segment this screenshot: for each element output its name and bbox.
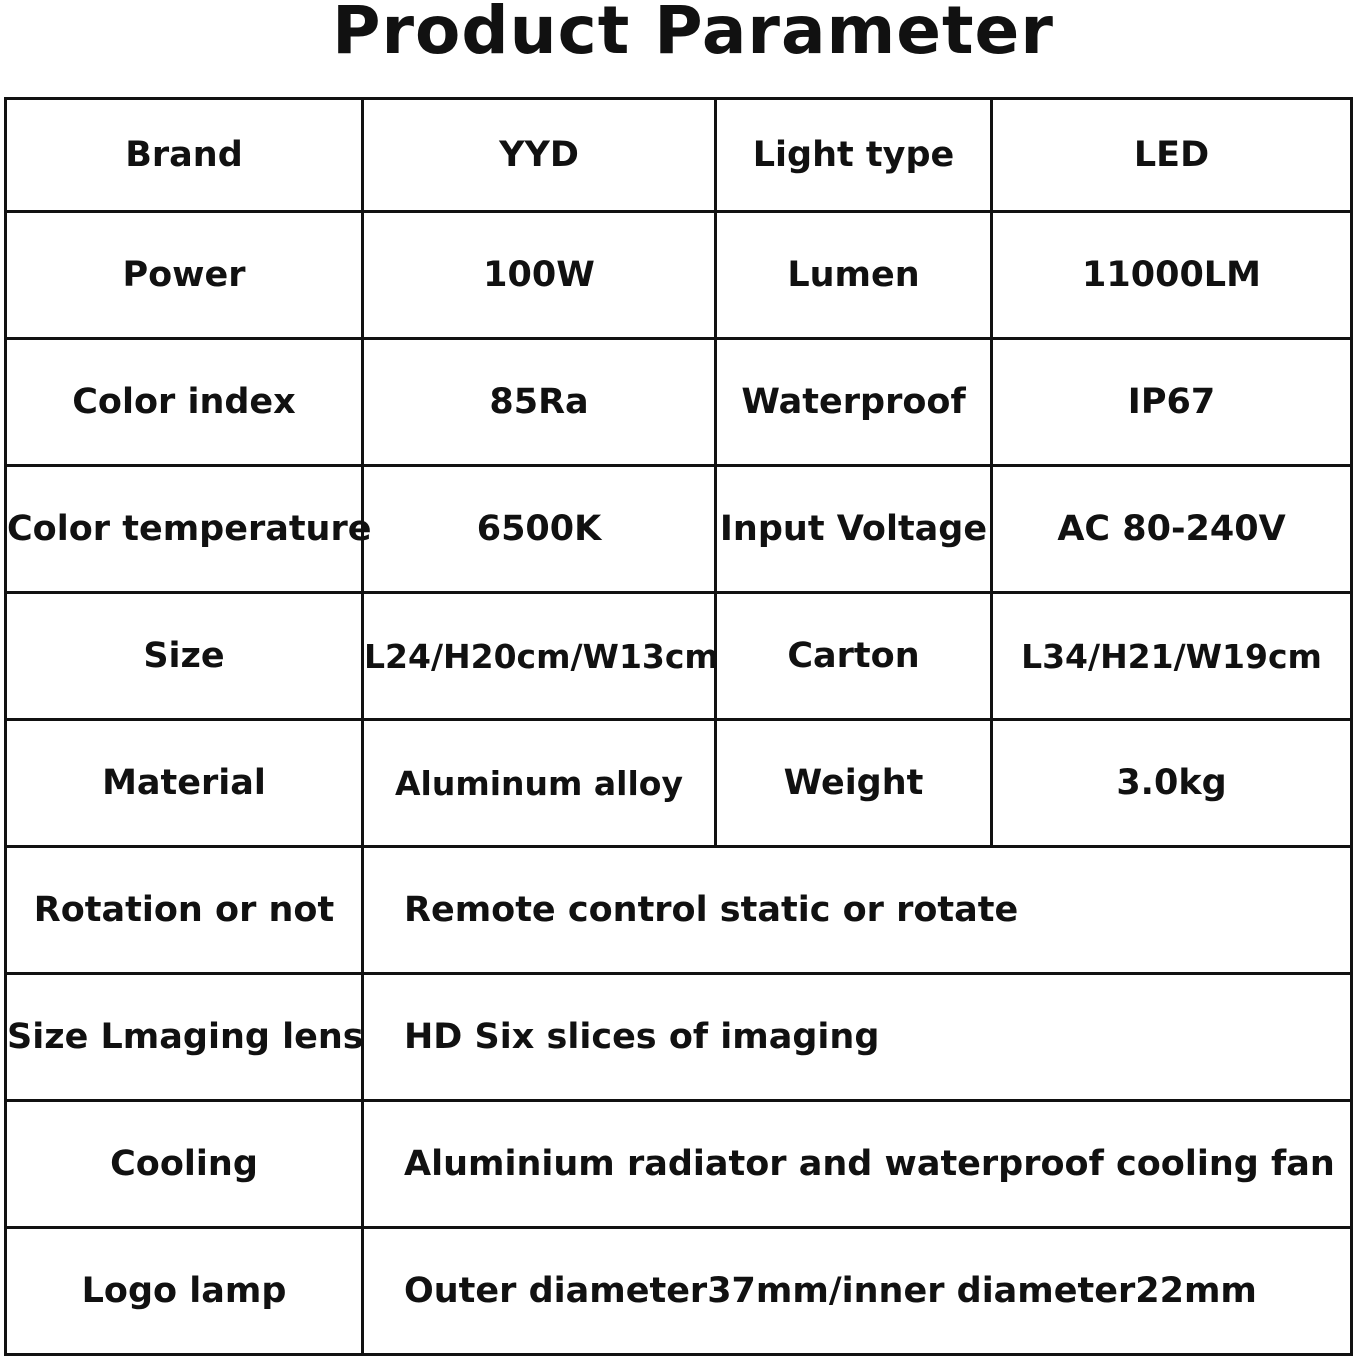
param-label: Waterproof	[714, 337, 993, 467]
param-label: Rotation or not	[4, 845, 364, 975]
param-value: YYD	[361, 97, 717, 213]
table-row: Power 100W Lumen 11000LM	[4, 210, 1353, 340]
param-value: LED	[990, 97, 1353, 213]
param-value: 11000LM	[990, 210, 1353, 340]
table-row: Material Aluminum alloy Weight 3.0kg	[4, 718, 1353, 848]
param-label: Carton	[714, 591, 993, 721]
param-label: Logo lamp	[4, 1226, 364, 1356]
param-value: L24/H20cm/W13cm	[361, 591, 719, 721]
param-label: Power	[4, 210, 364, 340]
table-row: Size L24/H20cm/W13cm Carton L34/H21/W19cm	[4, 591, 1353, 721]
param-label: Lumen	[714, 210, 993, 340]
param-label: Light type	[714, 97, 993, 213]
param-label: Color index	[4, 337, 364, 467]
param-value: HD Six slices of imaging	[361, 972, 1353, 1102]
table-row: Color index 85Ra Waterproof IP67	[4, 337, 1353, 467]
param-value: 3.0kg	[990, 718, 1353, 848]
param-label: Size	[4, 591, 364, 721]
param-label: Material	[4, 718, 364, 848]
param-label: Size Lmaging lens	[4, 972, 364, 1102]
param-value: Outer diameter37mm/inner diameter22mm	[361, 1226, 1353, 1356]
param-value: IP67	[990, 337, 1353, 467]
table-row: Color temperature 6500K Input Voltage AC 80…	[4, 464, 1353, 594]
param-value: 100W	[361, 210, 717, 340]
parameter-table: Brand YYD Light type LED Power 100W Lumen 11000…	[4, 97, 1353, 1356]
param-value: L34/H21/W19cm	[990, 591, 1353, 721]
table-row: Logo lamp Outer diameter37mm/inner diamet…	[4, 1226, 1353, 1356]
param-value: Remote control static or rotate	[361, 845, 1353, 975]
table-row: Size Lmaging lens HD Six slices of imagin…	[4, 972, 1353, 1102]
param-label: Color temperature	[4, 464, 371, 594]
param-label: Weight	[714, 718, 993, 848]
param-label: Input Voltage	[714, 464, 993, 594]
param-value: Aluminum alloy	[361, 718, 717, 848]
param-label: Cooling	[4, 1099, 364, 1229]
page-title: Product Parameter	[332, 0, 1054, 69]
table-row: Brand YYD Light type LED	[4, 97, 1353, 213]
param-value: 85Ra	[361, 337, 717, 467]
param-label: Brand	[4, 97, 364, 213]
table-row: Rotation or not Remote control static or …	[4, 845, 1353, 975]
table-row: Cooling Aluminium radiator and waterproof…	[4, 1099, 1353, 1229]
param-value: 6500K	[361, 464, 717, 594]
param-value: AC 80-240V	[990, 464, 1353, 594]
param-value: Aluminium radiator and waterproof coolin…	[361, 1099, 1353, 1229]
